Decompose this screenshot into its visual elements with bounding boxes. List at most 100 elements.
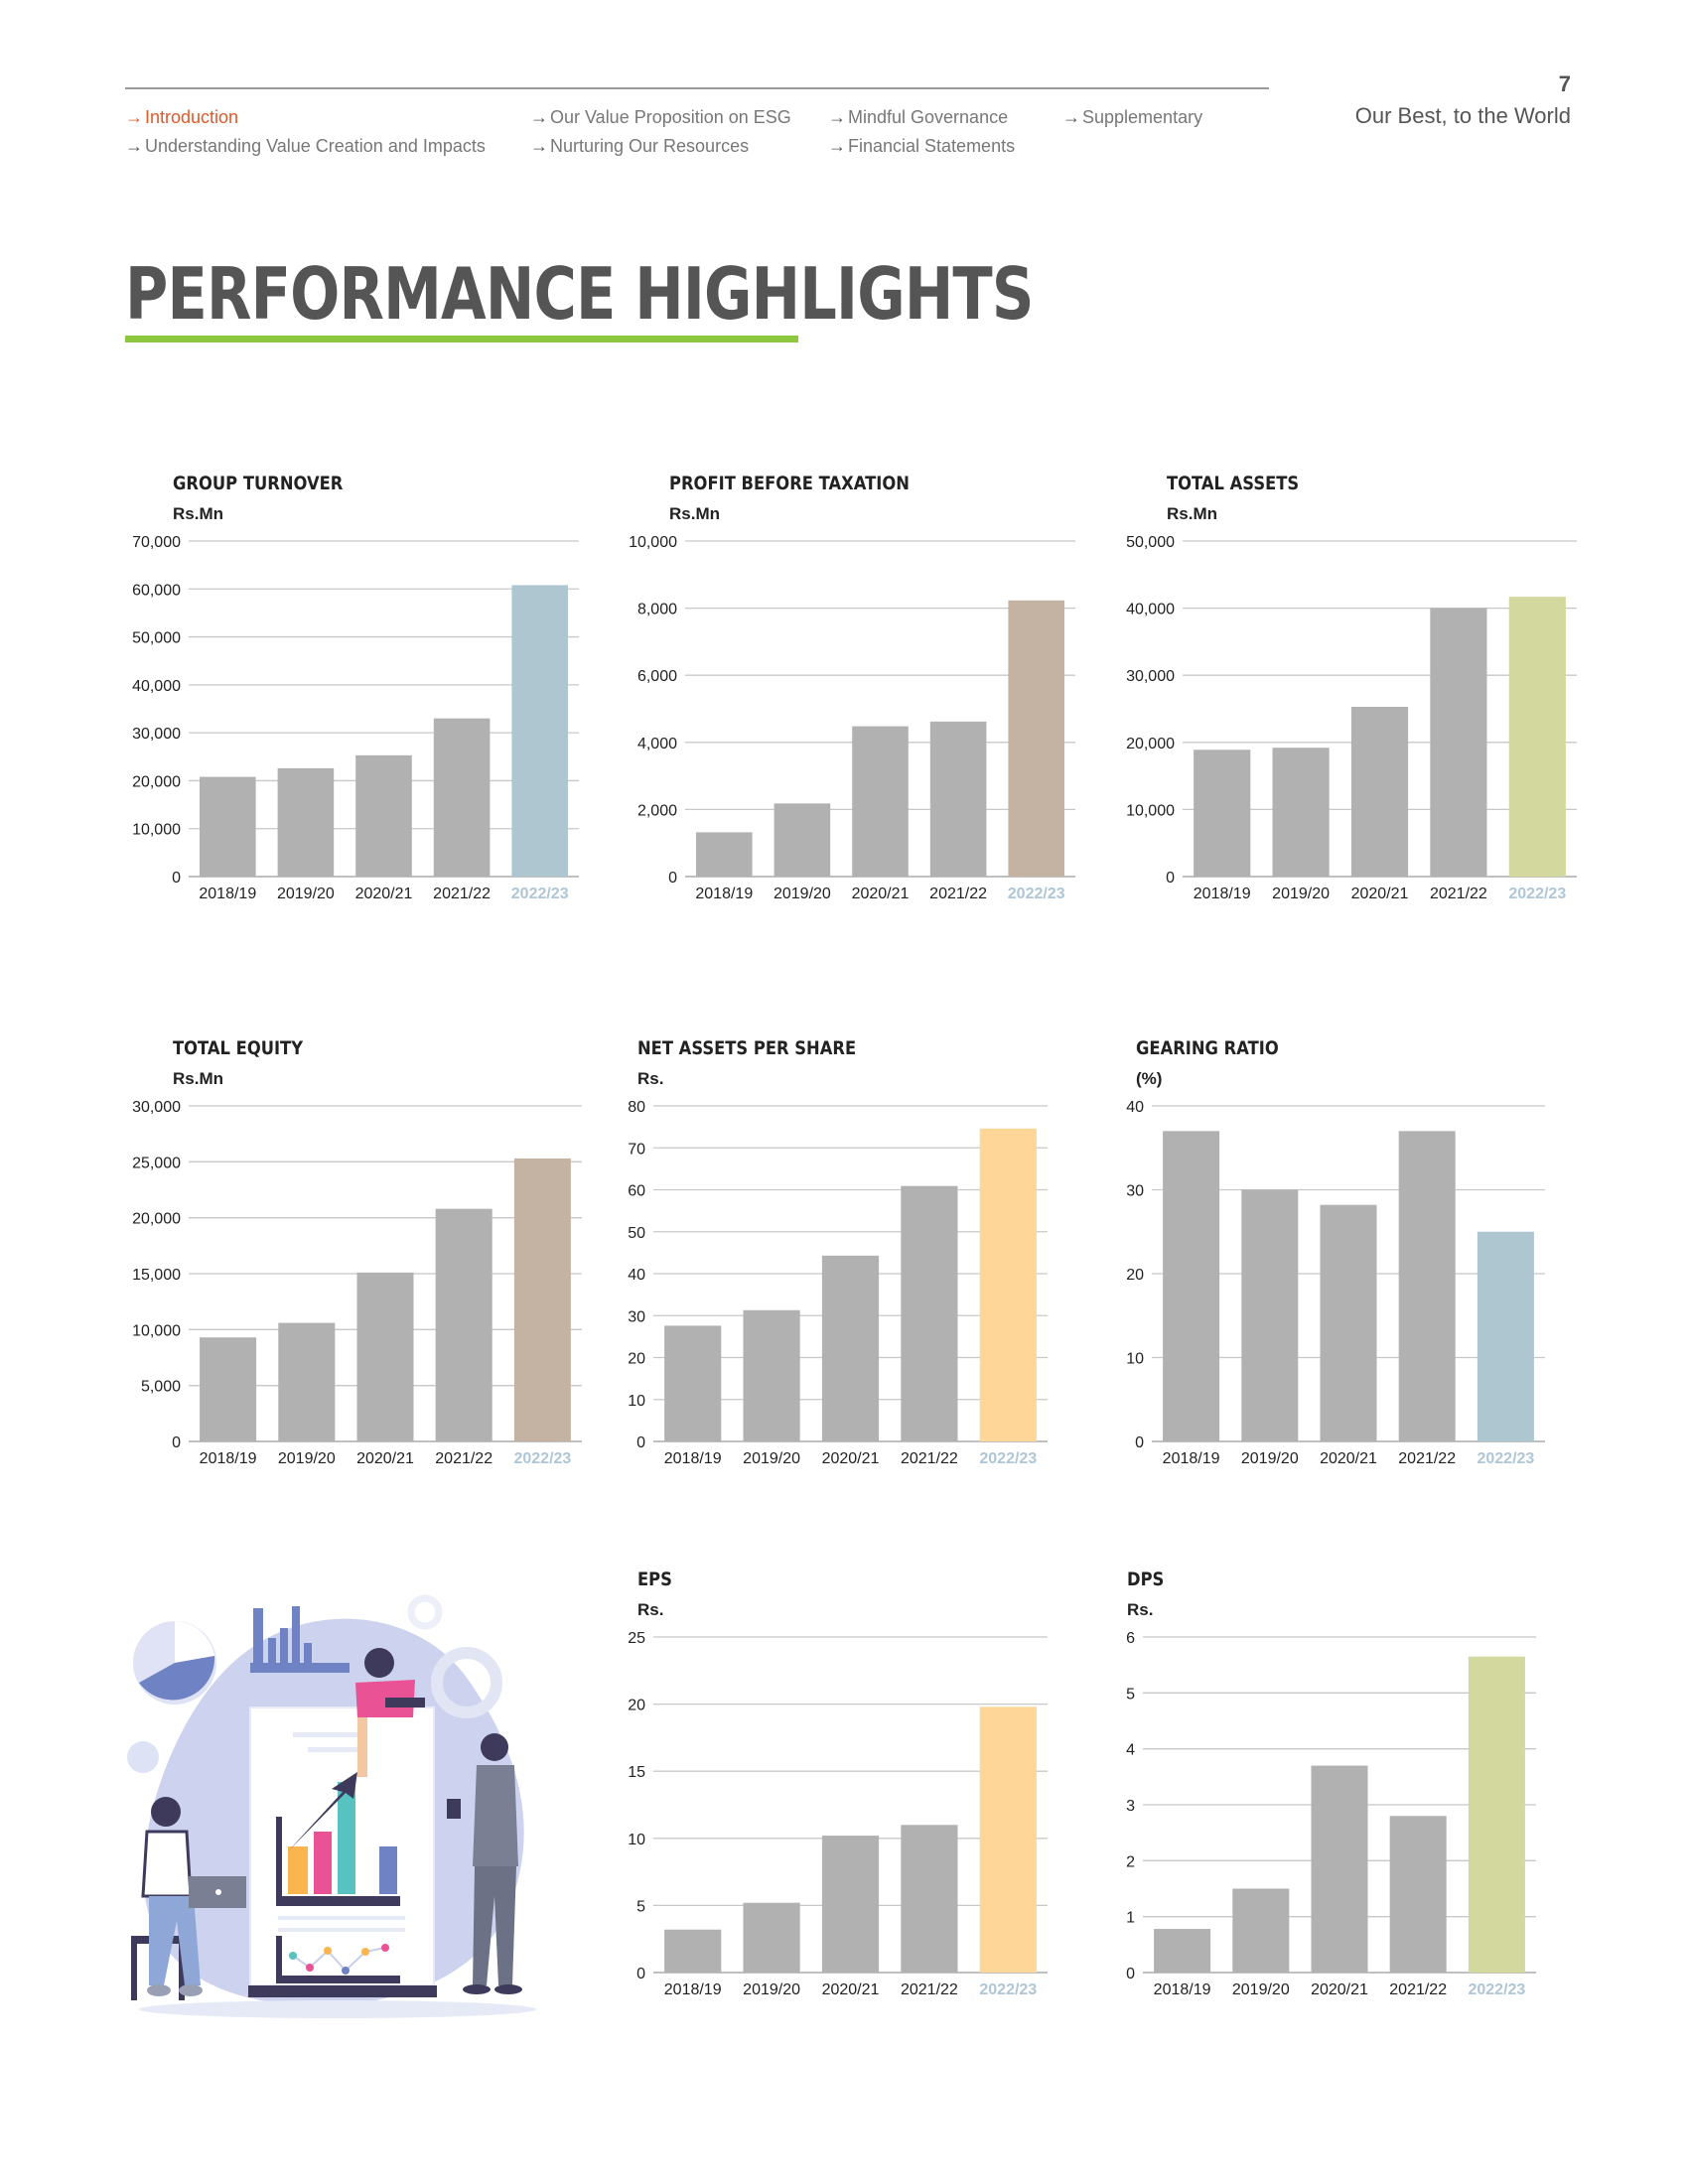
x-tick-label: 2020/21 xyxy=(822,1981,880,1998)
x-tick-label: 2022/23 xyxy=(1477,1450,1534,1467)
chart-unit: Rs. xyxy=(637,1069,664,1088)
bar xyxy=(433,718,491,877)
y-tick-label: 0 xyxy=(172,870,181,887)
y-tick-label: 0 xyxy=(1166,870,1175,887)
y-tick-label: 3 xyxy=(1126,1798,1135,1815)
y-tick-label: 20,000 xyxy=(132,1211,181,1228)
bar xyxy=(1154,1929,1211,1973)
y-tick-label: 4 xyxy=(1126,1742,1135,1759)
bar xyxy=(774,803,831,877)
bar xyxy=(277,767,335,877)
y-tick-label: 0 xyxy=(636,1434,645,1451)
chart-plot: 0 10 20 30 40 50 60 70 80 2018/19 2019/20 2020/21 20… xyxy=(628,1099,1048,1467)
page-title: PERFORMANCE HIGHLIGHTS xyxy=(125,252,1034,336)
bar xyxy=(1241,1189,1299,1441)
x-tick-label: 2019/20 xyxy=(1241,1450,1299,1467)
y-tick-label: 30,000 xyxy=(132,1099,181,1116)
y-tick-label: 5,000 xyxy=(141,1379,181,1396)
y-tick-label: 40 xyxy=(1126,1099,1144,1116)
y-tick-label: 0 xyxy=(1135,1434,1144,1451)
arrow-right-icon: → xyxy=(530,107,548,127)
y-tick-label: 2,000 xyxy=(637,802,677,819)
arrow-right-icon: → xyxy=(828,136,846,156)
chart-unit: Rs.Mn xyxy=(669,504,720,523)
y-tick-label: 6 xyxy=(1126,1630,1135,1647)
arrow-right-icon: → xyxy=(828,107,846,127)
bar xyxy=(901,1185,958,1441)
pie-slice xyxy=(175,1621,214,1663)
nav-link-introduction[interactable]: → Introduction xyxy=(125,107,239,127)
gear-icon xyxy=(407,1594,443,1630)
chart-plot: 0 5 10 15 20 25 2018/19 2019/20 2020/21 2021/22 20… xyxy=(628,1630,1048,1998)
y-tick-label: 10 xyxy=(628,1393,645,1410)
bar xyxy=(1311,1765,1368,1973)
bar xyxy=(1508,597,1566,877)
chart-plot: 0 10,000 20,000 30,000 40,000 50,000 60,000 70,… xyxy=(132,534,579,902)
y-tick-label: 0 xyxy=(172,1434,181,1451)
y-tick-label: 4,000 xyxy=(637,736,677,752)
x-tick-label: 2019/20 xyxy=(743,1450,800,1467)
y-tick-label: 30,000 xyxy=(1126,668,1175,685)
chart-title: TOTAL EQUITY xyxy=(173,1037,304,1059)
bar xyxy=(979,1128,1037,1441)
board-bar-chart xyxy=(276,1772,400,1906)
pie-slice xyxy=(139,1656,215,1701)
x-tick-label: 2018/19 xyxy=(200,1450,257,1467)
x-tick-label: 2021/22 xyxy=(1398,1450,1456,1467)
y-tick-label: 30 xyxy=(1126,1183,1144,1200)
x-tick-label: 2018/19 xyxy=(1154,1981,1211,1998)
chart-plot: 0 5,000 10,000 15,000 20,000 25,000 30,000 2018… xyxy=(132,1099,582,1467)
x-tick-label: 2022/23 xyxy=(979,1450,1037,1467)
ground-shadow xyxy=(139,2000,536,2018)
x-tick-label: 2021/22 xyxy=(1389,1981,1447,1998)
y-tick-label: 20 xyxy=(1126,1267,1144,1284)
x-tick-label: 2019/20 xyxy=(774,886,831,902)
arrow-right-icon: → xyxy=(125,107,143,127)
bar-chart-icon xyxy=(250,1606,350,1673)
chart-title: EPS xyxy=(637,1569,672,1590)
bar xyxy=(979,1706,1037,1973)
bar xyxy=(743,1902,800,1973)
person-standing xyxy=(447,1733,522,1994)
nav-link-financial-statements[interactable]: → Financial Statements xyxy=(828,136,1016,156)
y-tick-label: 50 xyxy=(628,1225,645,1242)
nav-link-supplementary[interactable]: → Supplementary xyxy=(1062,107,1203,127)
y-tick-label: 40,000 xyxy=(1126,602,1175,618)
y-tick-label: 20,000 xyxy=(1126,736,1175,752)
arrow-right-icon: → xyxy=(1062,107,1080,127)
x-tick-label: 2020/21 xyxy=(356,1450,414,1467)
y-tick-label: 70,000 xyxy=(132,534,181,551)
y-tick-label: 30 xyxy=(628,1308,645,1325)
nav-link-value-creation[interactable]: → Understanding Value Creation and Impact… xyxy=(125,136,486,156)
y-tick-label: 6,000 xyxy=(637,668,677,685)
y-tick-label: 10,000 xyxy=(1126,802,1175,819)
x-tick-label: 2022/23 xyxy=(511,886,569,902)
y-tick-label: 20,000 xyxy=(132,773,181,790)
chart-unit: Rs.Mn xyxy=(1167,504,1217,523)
x-tick-label: 2022/23 xyxy=(1508,886,1566,902)
chart-title: TOTAL ASSETS xyxy=(1167,473,1300,494)
nav-link-mindful-governance[interactable]: → Mindful Governance xyxy=(828,107,1009,127)
nav-link-value-proposition[interactable]: → Our Value Proposition on ESG xyxy=(530,107,791,127)
bar xyxy=(1194,750,1251,877)
person-sitting xyxy=(131,1797,246,2000)
x-tick-label: 2018/19 xyxy=(1194,886,1251,902)
x-tick-label: 2021/22 xyxy=(901,1450,958,1467)
y-tick-label: 40,000 xyxy=(132,678,181,695)
x-tick-label: 2020/21 xyxy=(355,886,413,902)
chart-unit: Rs.Mn xyxy=(173,504,223,523)
y-tick-label: 20 xyxy=(628,1351,645,1368)
x-tick-label: 2022/23 xyxy=(1008,886,1065,902)
bar xyxy=(664,1929,722,1973)
nav-link-nurturing-resources[interactable]: → Nurturing Our Resources xyxy=(530,136,750,156)
bar xyxy=(1468,1656,1525,1973)
bar xyxy=(355,754,412,877)
bar xyxy=(696,832,753,877)
x-tick-label: 2022/23 xyxy=(513,1450,571,1467)
x-tick-label: 2021/22 xyxy=(435,1450,492,1467)
x-tick-label: 2019/20 xyxy=(277,886,335,902)
chart-title: DPS xyxy=(1127,1569,1165,1590)
bar xyxy=(1350,706,1409,877)
bar xyxy=(664,1325,722,1441)
chart-unit: Rs. xyxy=(637,1600,664,1619)
